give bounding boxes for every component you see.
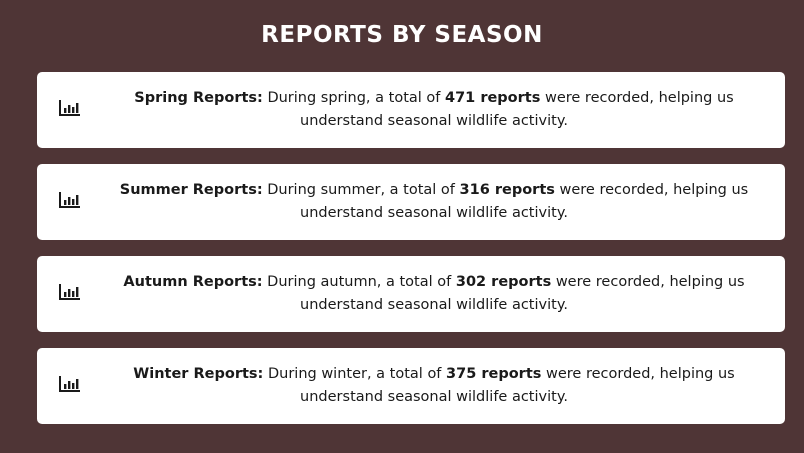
sentence-start: During winter, a total of [267,366,442,382]
season-label: Autumn Reports: [123,274,263,290]
report-count: 471 reports [445,90,541,106]
sentence-end: were recorded, helping us understand sea… [300,366,735,405]
report-count: 316 reports [459,182,555,198]
season-label: Winter Reports: [133,366,264,382]
report-count: 375 reports [446,366,542,382]
sentence-end: were recorded, helping us understand sea… [300,90,734,129]
report-text: Spring Reports: During spring, a total o… [97,72,771,148]
winter-report-card: Winter Reports: During winter, a total o… [37,348,785,424]
spring-report-card: Spring Reports: During spring, a total o… [37,72,785,148]
season-label: Spring Reports: [134,90,263,106]
page-title: REPORTS BY SEASON [261,22,543,48]
sentence-start: During autumn, a total of [267,274,452,290]
bar-chart-icon [59,191,81,209]
bar-chart-icon [59,375,81,393]
bar-chart-icon [59,283,81,301]
report-text: Autumn Reports: During autumn, a total o… [97,256,771,332]
sentence-start: During spring, a total of [267,90,441,106]
sentence-end: were recorded, helping us understand sea… [300,274,745,313]
sentence-end: were recorded, helping us understand sea… [300,182,749,221]
summer-report-card: Summer Reports: During summer, a total o… [37,164,785,240]
season-label: Summer Reports: [119,182,263,198]
report-text: Winter Reports: During winter, a total o… [97,348,771,424]
report-text: Summer Reports: During summer, a total o… [97,164,771,240]
report-count: 302 reports [455,274,552,290]
autumn-report-card: Autumn Reports: During autumn, a total o… [37,256,785,332]
sentence-start: During summer, a total of [267,182,455,198]
bar-chart-icon [59,99,81,117]
